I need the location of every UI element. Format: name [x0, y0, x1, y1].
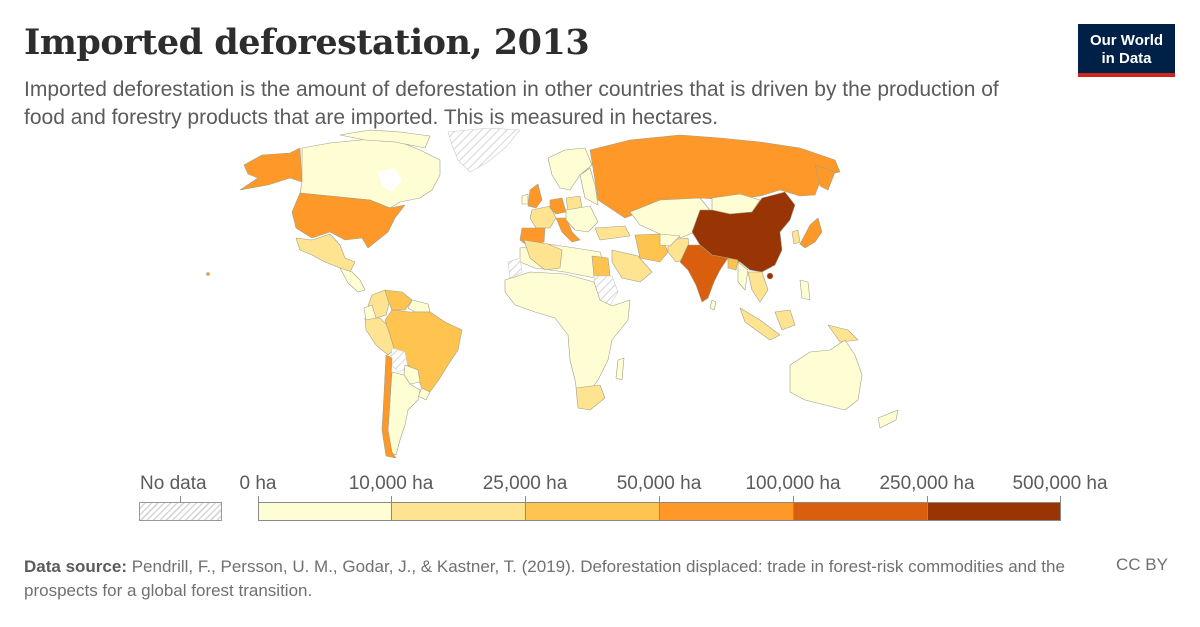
- legend-tick-mark: [793, 496, 794, 503]
- region-western-sahara: [507, 257, 523, 279]
- region-paraguay: [403, 364, 421, 385]
- region-new-zealand: [877, 409, 899, 429]
- region-russia: [589, 134, 841, 219]
- legend-tick-mark: [659, 496, 660, 503]
- legend-bin-5[interactable]: [927, 502, 1061, 521]
- data-source-text: Pendrill, F., Persson, U. M., Godar, J.,…: [24, 557, 1065, 600]
- legend: No data 0 ha 10,000 ha 25,000 ha 50,000 …: [0, 468, 1200, 528]
- region-algeria: [523, 239, 563, 271]
- region-alaska: [239, 147, 303, 191]
- legend-tick-mark: [525, 496, 526, 503]
- logo-line-2: in Data: [1101, 49, 1152, 67]
- region-turkey: [594, 225, 631, 241]
- legend-no-data-label: No data: [140, 473, 207, 494]
- legend-no-data-swatch[interactable]: [139, 502, 222, 521]
- region-bangladesh: [727, 257, 739, 271]
- legend-tick-5: 250,000 ha: [879, 473, 975, 494]
- legend-bin-2[interactable]: [525, 502, 660, 521]
- region-guianas: [407, 299, 431, 313]
- region-malaysia-indonesia: [739, 307, 781, 341]
- region-india: [679, 244, 729, 303]
- legend-bin-0[interactable]: [258, 502, 392, 521]
- region-egypt: [591, 255, 611, 277]
- region-argentina: [387, 371, 421, 456]
- legend-tick-1: 10,000 ha: [348, 473, 434, 494]
- legend-bin-1[interactable]: [391, 502, 526, 521]
- legend-tick-mark: [258, 496, 259, 503]
- region-central-europe: [565, 205, 599, 233]
- region-venezuela: [384, 289, 413, 311]
- region-central-america: [339, 267, 366, 293]
- region-chile: [381, 354, 397, 458]
- legend-tick-0: 0 ha: [239, 473, 277, 494]
- region-afghanistan: [659, 233, 681, 247]
- region-south-korea: [791, 229, 801, 245]
- license-link[interactable]: CC BY: [1116, 555, 1168, 574]
- region-sri-lanka: [709, 299, 717, 311]
- region-myanmar: [737, 261, 749, 291]
- region-ecuador: [363, 304, 377, 321]
- region-greenland: [447, 128, 521, 173]
- region-south-africa: [575, 384, 606, 411]
- region-mexico: [295, 233, 356, 273]
- legend-tick-4: 100,000 ha: [745, 473, 841, 494]
- legend-tick-mark: [180, 496, 181, 503]
- legend-tick-6: 500,000 ha: [1012, 473, 1108, 494]
- legend-tick-3: 50,000 ha: [616, 473, 702, 494]
- legend-tick-mark: [927, 496, 928, 503]
- chart-title: Imported deforestation, 2013: [24, 22, 590, 63]
- legend-bin-4[interactable]: [793, 502, 928, 521]
- region-germany: [549, 197, 567, 215]
- legend-tick-mark: [391, 496, 392, 503]
- world-map[interactable]: [190, 128, 1020, 458]
- legend-tick-2: 25,000 ha: [482, 473, 568, 494]
- owid-logo[interactable]: Our World in Data: [1078, 24, 1175, 77]
- data-source-label: Data source:: [24, 557, 127, 576]
- region-united-states: [291, 192, 406, 249]
- region-ireland: [521, 193, 529, 205]
- region-saudi-arabia: [611, 249, 653, 283]
- legend-tick-mark: [1060, 496, 1061, 503]
- region-russia-east: [814, 164, 836, 191]
- region-thailand-vietnam: [747, 271, 769, 303]
- region-philippines: [799, 279, 811, 301]
- region-hong-kong: [766, 272, 774, 280]
- region-australia: [789, 339, 863, 411]
- region-eastern-europe: [579, 167, 599, 206]
- region-borneo: [774, 309, 796, 331]
- region-japan: [799, 217, 823, 249]
- legend-bin-3[interactable]: [659, 502, 794, 521]
- region-brazil: [384, 309, 463, 393]
- region-sub-saharan-africa: [504, 271, 631, 401]
- logo-line-1: Our World: [1089, 31, 1164, 49]
- data-source: Data source: Pendrill, F., Persson, U. M…: [24, 555, 1094, 603]
- region-hawaii: [206, 272, 210, 276]
- region-canada-arctic: [339, 129, 431, 149]
- chart-subtitle: Imported deforestation is the amount of …: [24, 78, 999, 129]
- region-madagascar: [615, 357, 625, 381]
- region-united-kingdom: [527, 183, 543, 209]
- region-papua: [827, 324, 859, 343]
